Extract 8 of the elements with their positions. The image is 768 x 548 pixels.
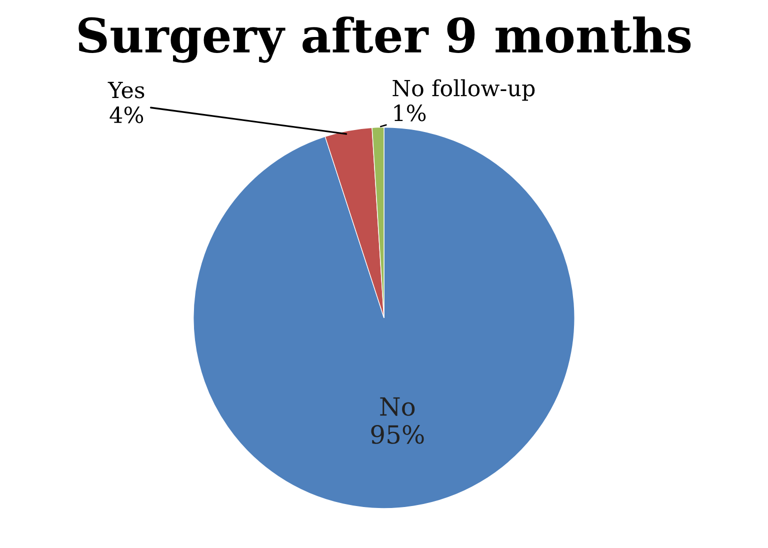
data-label: 1% — [394, 104, 426, 122]
slice-label: No — [380, 397, 415, 416]
chart-title: Surgery after 9 months — [78, 16, 691, 63]
slice-label: No follow-up — [392, 79, 535, 101]
data-label: 4% — [110, 106, 144, 124]
slice-label: Yes — [108, 82, 144, 98]
pie-slice — [193, 126, 575, 509]
data-label: 95% — [371, 425, 424, 444]
